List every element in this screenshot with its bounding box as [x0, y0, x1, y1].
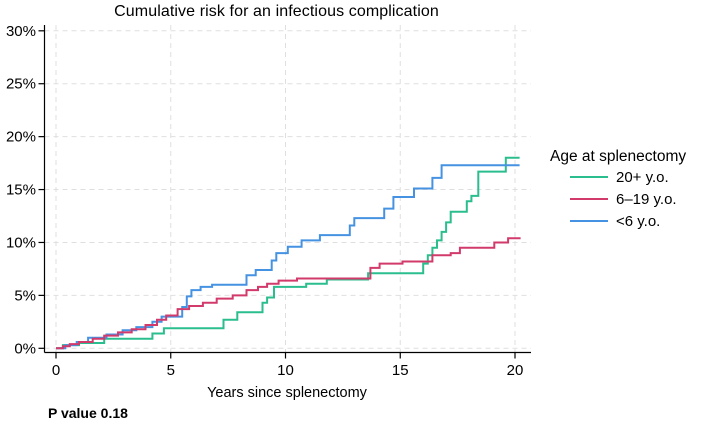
legend: Age at splenectomy 20+ y.o. 6–19 y.o. <6…: [540, 148, 708, 232]
legend-label: <6 y.o.: [616, 212, 661, 230]
chart-title: Cumulative risk for an infectious compli…: [114, 3, 439, 20]
y-tick-label: 10%: [6, 234, 36, 251]
y-tick-label: 15%: [6, 182, 36, 199]
y-tick-label: 25%: [6, 76, 36, 93]
legend-title: Age at splenectomy: [550, 148, 687, 165]
series-line-under6: [56, 164, 520, 350]
x-tick-label: 20: [507, 362, 524, 379]
legend-item-20plus: 20+ y.o.: [540, 166, 708, 188]
p-value-annotation: P value 0.18: [48, 405, 128, 421]
x-tick-label: 5: [167, 362, 175, 379]
y-tick-label: 20%: [6, 129, 36, 146]
legend-swatch-red: [570, 198, 608, 200]
legend-label: 6–19 y.o.: [616, 190, 677, 208]
series-line-6to19: [56, 237, 521, 350]
legend-item-6to19: 6–19 y.o.: [540, 188, 708, 210]
x-tick-label: 10: [277, 362, 294, 379]
x-tick-label: 0: [52, 362, 60, 379]
x-axis-title: Years since splenectomy: [207, 385, 367, 401]
legend-item-under6: <6 y.o.: [540, 210, 708, 232]
legend-swatch-green: [570, 176, 608, 178]
y-tick-label: 0%: [14, 340, 36, 357]
x-tick-label: 15: [392, 362, 409, 379]
legend-swatch-blue: [570, 220, 608, 222]
legend-label: 20+ y.o.: [616, 168, 669, 186]
y-tick-label: 30%: [6, 23, 36, 40]
y-tick-label: 5%: [14, 287, 36, 304]
